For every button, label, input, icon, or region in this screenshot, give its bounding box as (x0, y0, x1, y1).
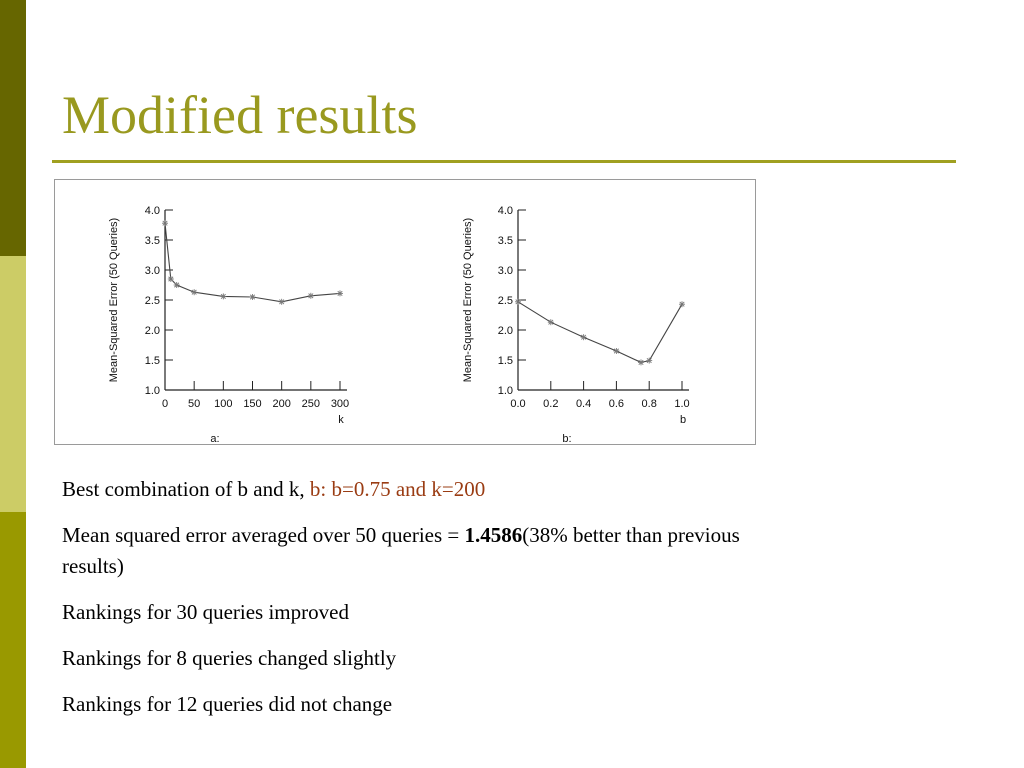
chart-a-y-tick-label: 3.5 (145, 235, 160, 247)
chart-b-marker-stroke (638, 359, 644, 365)
bullet-list: Best combination of b and k, b: b=0.75 a… (62, 474, 762, 735)
chart-b-marker-stroke (581, 334, 587, 340)
chart-a-x-tick-label: 300 (331, 398, 349, 410)
best-combination-value: b: b=0.75 and k=200 (309, 477, 486, 501)
chart-b-data-point (613, 348, 620, 354)
chart-a-marker-stroke (220, 293, 226, 299)
chart-a-x-axis-label: k (338, 414, 344, 426)
chart-a-marker-stroke (174, 282, 180, 288)
chart-a-x-tick-label: 0 (162, 398, 168, 410)
sidebar-stripe-middle (0, 256, 26, 512)
chart-b-x-axis-label: b (680, 414, 686, 426)
chart-a-x-tick-label: 200 (272, 398, 290, 410)
bullet-mean-squared-error: Mean squared error averaged over 50 quer… (62, 520, 762, 582)
chart-a-data-point (167, 276, 174, 282)
bullet-changed-slightly: Rankings for 8 queries changed slightly (62, 646, 397, 670)
chart-a-x-tick-label: 100 (214, 398, 232, 410)
chart-a-data-point (337, 290, 343, 297)
chart-a-data-point (307, 292, 314, 299)
chart-a-marker-stroke (191, 289, 197, 295)
chart-a-marker-stroke (249, 294, 256, 300)
chart-a-x-tick-label: 50 (188, 398, 200, 410)
chart-a-data-point (278, 298, 285, 305)
chart-b-y-tick-label: 2.0 (498, 325, 513, 337)
chart-a-y-tick-label: 3.0 (145, 265, 160, 277)
chart-b-data-point (580, 334, 587, 341)
chart-b-data-point (638, 359, 644, 366)
chart-b-x-tick-label: 0.4 (576, 398, 591, 410)
bullet-unchanged: Rankings for 12 queries did not change (62, 692, 393, 716)
chart-a-marker-stroke (337, 290, 343, 296)
chart-a-series-line (164, 223, 341, 303)
chart-b: 1.0 1.5 2.0 2.5 3.0 3.5 4.0 0.0 0.2 0.4 0.6 0.8 1.0 b… (462, 205, 690, 445)
chart-a-x-tick-label: 150 (243, 398, 261, 410)
chart-b-data-point (646, 357, 653, 364)
chart-a-panel-label: a: (210, 433, 219, 445)
chart-b-marker-stroke (515, 299, 521, 305)
chart-b-y-tick-label: 1.5 (498, 355, 513, 367)
chart-a-marker-stroke (308, 293, 314, 299)
chart-a-data-point (249, 294, 256, 300)
chart-a-y-tick-label: 1.5 (145, 355, 160, 367)
chart-b-y-tick-label: 2.5 (498, 295, 513, 307)
sidebar-stripe-bottom (0, 512, 26, 768)
sidebar-stripe-top (0, 0, 26, 256)
chart-b-x-tick-label: 0.8 (642, 398, 657, 410)
chart-b-series-line (517, 301, 683, 363)
bullet-mse-text: Mean squared error averaged over 50 quer… (62, 523, 465, 547)
chart-b-panel-label: b: (562, 433, 571, 445)
chart-b-marker-stroke (679, 301, 685, 307)
chart-a-x-tick-label: 250 (302, 398, 320, 410)
chart-a-y-tick-label: 2.0 (145, 325, 160, 337)
chart-b-x-tick-label: 0.2 (543, 398, 558, 410)
chart-a-y-axis-label: Mean-Squared Error (50 Queries) (108, 218, 120, 382)
chart-b-x-tick-label: 1.0 (674, 398, 689, 410)
chart-a: 1.0 1.5 2.0 2.5 3.0 3.5 4.0 0 50 100 150 200 250 300 k… (108, 205, 349, 445)
chart-b-marker-stroke (646, 358, 652, 364)
chart-a-marker-stroke (168, 276, 174, 282)
bullet-best-combination-text: Best combination of b and k, (62, 477, 310, 501)
chart-a-data-point (220, 293, 227, 300)
chart-a-marker-stroke (279, 299, 285, 305)
bullet-improved: Rankings for 30 queries improved (62, 600, 349, 624)
chart-b-x-tick-label: 0.0 (510, 398, 525, 410)
bullet-best-combination: Best combination of b and k, b: b=0.75 a… (62, 474, 762, 505)
bullet-mse-note: (38% better than previous results) (62, 523, 740, 578)
chart-a-y-tick-label: 1.0 (145, 385, 160, 397)
chart-figure: 1.0 1.5 2.0 2.5 3.0 3.5 4.0 0 50 100 150 200 250 300 k… (54, 179, 756, 445)
chart-b-x-tick-label: 0.6 (609, 398, 624, 410)
chart-b-y-axis-label: Mean-Squared Error (50 Queries) (462, 218, 474, 382)
chart-b-marker-stroke (548, 319, 554, 325)
chart-canvas: 1.0 1.5 2.0 2.5 3.0 3.5 4.0 0 50 100 150 200 250 300 k… (108, 205, 690, 445)
chart-b-data-point (515, 298, 521, 305)
chart-a-data-point (173, 282, 180, 288)
chart-a-data-point (191, 289, 198, 296)
chart-b-y-tick-label: 3.0 (498, 265, 513, 277)
chart-a-y-tick-label: 2.5 (145, 295, 160, 307)
mse-value: 1.4586 (464, 523, 523, 547)
chart-a-data-point (162, 220, 168, 227)
title-underline (52, 160, 956, 163)
chart-b-y-tick-label: 4.0 (498, 205, 513, 217)
chart-b-data-point (679, 301, 685, 308)
chart-b-marker-stroke (613, 348, 619, 354)
chart-b-data-point (547, 319, 554, 326)
chart-a-marker-stroke (162, 220, 168, 226)
slide-title: Modified results (62, 85, 418, 145)
chart-a-y-tick-label: 4.0 (145, 205, 160, 217)
chart-b-y-tick-label: 3.5 (498, 235, 513, 247)
chart-b-y-tick-label: 1.0 (498, 385, 513, 397)
